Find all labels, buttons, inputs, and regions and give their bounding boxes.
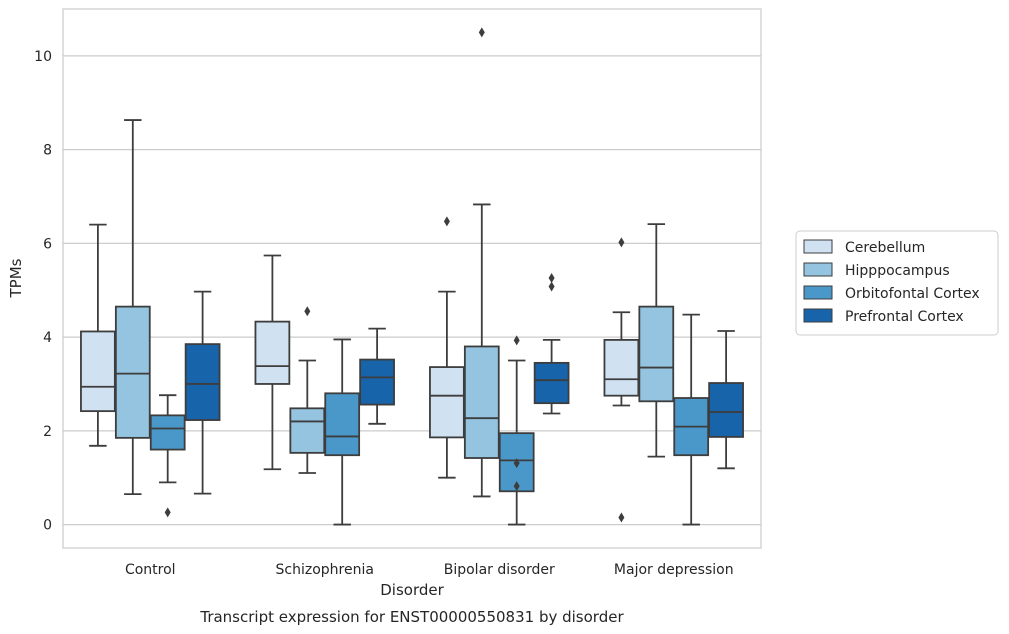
x-axis-label: Disorder xyxy=(380,581,444,599)
y-tick-label: 6 xyxy=(43,236,52,252)
y-tick-label: 10 xyxy=(34,49,52,65)
box-2 xyxy=(498,335,535,526)
box-3 xyxy=(603,237,640,523)
x-tick-label: Bipolar disorder xyxy=(444,562,555,578)
box-iqr xyxy=(324,392,361,457)
box-iqr xyxy=(80,330,116,413)
x-tick-labels: Control Schizophrenia Bipolar disorder Majo… xyxy=(125,562,734,578)
legend-entry-label: Prefrontal Cortex xyxy=(845,309,964,325)
box-iqr xyxy=(638,305,675,403)
outlier-point xyxy=(513,481,520,492)
box-3 xyxy=(673,313,710,526)
legend-swatch xyxy=(803,285,833,300)
outlier-point xyxy=(513,458,520,469)
box-1 xyxy=(324,338,361,526)
box-2 xyxy=(533,273,570,415)
outlier-point xyxy=(513,335,520,346)
box-2 xyxy=(429,216,465,479)
x-tick-label: Major depression xyxy=(614,562,734,578)
y-tick-labels: 0 2 4 6 8 10 xyxy=(34,49,52,534)
series-cerebellum xyxy=(80,216,640,523)
legend-swatch xyxy=(803,308,833,323)
legend-swatch xyxy=(803,239,833,254)
box-iqr xyxy=(289,407,326,454)
x-tick-label: Control xyxy=(125,562,176,578)
outlier-point xyxy=(618,237,625,248)
outlier-point xyxy=(548,273,555,284)
outlier-point xyxy=(618,512,625,523)
outlier-point xyxy=(304,306,311,317)
legend-entry-label: Orbitofontal Cortex xyxy=(845,286,980,302)
box-iqr xyxy=(149,414,186,451)
y-tick-label: 2 xyxy=(43,424,52,440)
series-orbitofontal-cortex xyxy=(149,313,710,526)
box-0 xyxy=(184,290,221,495)
box-1 xyxy=(254,254,291,471)
figure-caption: Transcript expression for ENST0000055083… xyxy=(199,608,624,626)
box-iqr xyxy=(463,345,500,459)
box-iqr xyxy=(533,361,570,405)
box-0 xyxy=(80,223,116,447)
series-hipppocampus xyxy=(114,27,675,498)
y-axis-label: TPMs xyxy=(7,258,25,298)
outlier-point xyxy=(443,216,450,227)
box-1 xyxy=(359,327,395,425)
legend-frame xyxy=(795,230,999,336)
box-2 xyxy=(463,27,500,498)
box-0 xyxy=(149,394,186,518)
series-prefrontal-cortex xyxy=(184,273,744,495)
x-tick-label: Schizophrenia xyxy=(276,562,374,578)
box-0 xyxy=(114,119,151,496)
outlier-point xyxy=(164,507,171,518)
box-3 xyxy=(708,330,744,470)
y-tick-label: 8 xyxy=(43,143,52,159)
legend-entry-label: Hipppocampus xyxy=(845,263,950,279)
y-tick-label: 0 xyxy=(43,518,52,534)
y-tick-label: 4 xyxy=(43,330,52,346)
box-3 xyxy=(638,223,675,458)
box-iqr xyxy=(184,343,221,421)
box-1 xyxy=(289,306,326,474)
outlier-point xyxy=(548,281,555,292)
box-groups xyxy=(80,27,744,526)
box-iqr xyxy=(603,338,640,397)
box-iqr xyxy=(429,366,465,439)
box-iqr xyxy=(114,305,151,439)
box-iqr xyxy=(359,358,395,406)
box-iqr xyxy=(254,320,291,385)
legend: Cerebellum Hipppocampus Orbitofontal Corte… xyxy=(795,230,999,336)
legend-swatch xyxy=(803,262,833,277)
legend-entry-label: Cerebellum xyxy=(845,240,925,256)
outlier-point xyxy=(478,27,485,38)
plot-frame xyxy=(62,8,762,549)
box-iqr xyxy=(708,382,744,438)
